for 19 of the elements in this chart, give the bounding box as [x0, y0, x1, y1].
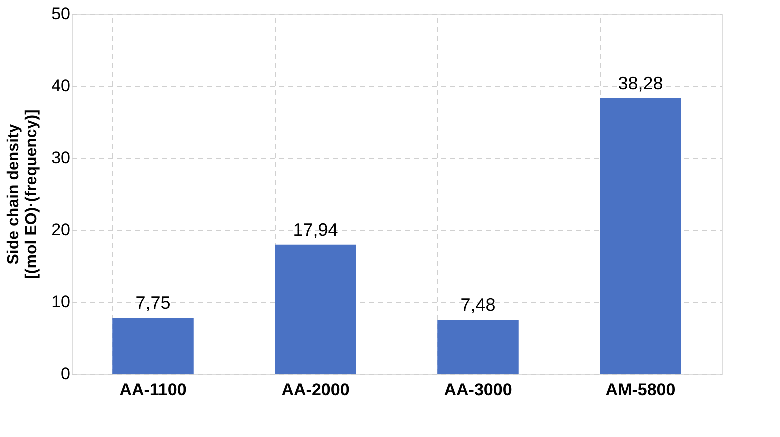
bar [600, 98, 682, 374]
data-label: 38,28 [618, 73, 664, 94]
y-tick-label: 50 [52, 4, 70, 24]
y-tick-label: 20 [52, 220, 70, 240]
y-tick-label: 0 [61, 364, 70, 384]
bar [112, 318, 194, 374]
y-tick-label: 10 [52, 292, 70, 312]
y-tick-label: 40 [52, 76, 70, 96]
x-tick-label: AA-2000 [282, 380, 350, 400]
bar [275, 244, 356, 374]
x-tick-label: AA-3000 [444, 380, 512, 400]
data-label: 7,48 [460, 295, 496, 316]
bar [438, 320, 519, 374]
data-label: 17,94 [293, 220, 338, 240]
y-tick-label: 30 [52, 148, 70, 168]
x-tick-label: AM-5800 [606, 380, 676, 400]
x-tick-label: AA-1100 [120, 380, 187, 400]
data-label: 7,75 [136, 293, 171, 314]
y-axis-title: Side chain density [(mol EO)·(frequency)] [6, 110, 41, 280]
